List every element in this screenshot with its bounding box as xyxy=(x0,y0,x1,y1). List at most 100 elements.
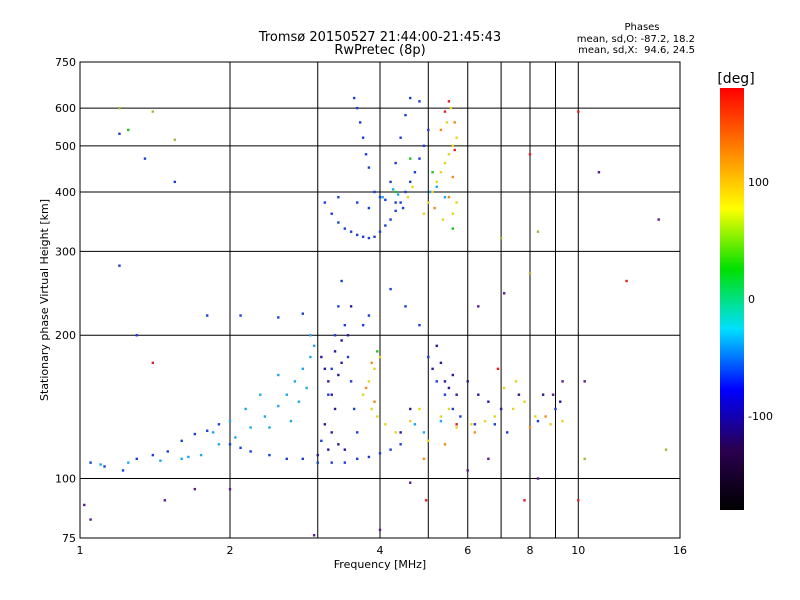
data-point xyxy=(337,373,340,377)
data-point xyxy=(401,206,405,210)
data-point xyxy=(409,407,412,411)
data-point xyxy=(451,373,455,377)
data-point xyxy=(323,201,327,204)
data-point xyxy=(583,380,586,383)
data-point xyxy=(118,106,121,110)
data-point xyxy=(127,461,130,464)
data-point xyxy=(409,419,412,423)
data-point xyxy=(451,407,455,411)
data-point xyxy=(459,415,462,418)
data-point xyxy=(355,457,359,461)
data-point xyxy=(394,431,397,434)
grid-lines xyxy=(79,61,681,539)
data-point xyxy=(285,393,288,396)
data-point xyxy=(433,206,436,210)
data-point xyxy=(340,279,343,283)
data-point xyxy=(559,400,562,403)
data-point xyxy=(301,312,305,315)
data-point xyxy=(239,446,242,450)
data-point xyxy=(135,334,138,337)
data-point xyxy=(376,415,379,418)
data-point xyxy=(346,355,350,359)
data-point xyxy=(445,121,449,124)
x-tick-label: 6 xyxy=(464,544,471,557)
data-point xyxy=(411,185,414,189)
data-point xyxy=(394,201,397,204)
data-point xyxy=(89,518,92,521)
data-point xyxy=(536,477,540,480)
data-point xyxy=(577,110,580,113)
data-point xyxy=(435,380,438,383)
data-point xyxy=(502,292,506,295)
data-point xyxy=(418,407,421,411)
data-point xyxy=(534,415,537,418)
data-point xyxy=(316,453,319,457)
data-point xyxy=(447,195,451,199)
data-point xyxy=(301,457,305,461)
data-point xyxy=(549,423,552,426)
data-point xyxy=(511,407,515,411)
data-point xyxy=(217,423,221,426)
data-point xyxy=(384,423,387,426)
data-point xyxy=(285,457,288,461)
data-point xyxy=(473,431,477,434)
x-tick-label: 10 xyxy=(571,544,585,557)
data-point xyxy=(431,171,434,174)
data-point xyxy=(431,190,434,194)
data-point xyxy=(439,415,443,418)
data-point xyxy=(523,499,526,502)
data-point xyxy=(323,423,327,426)
data-point xyxy=(327,393,330,396)
data-point xyxy=(143,157,147,160)
data-point xyxy=(127,128,130,132)
data-point xyxy=(431,367,434,371)
data-point xyxy=(330,212,333,215)
data-point xyxy=(443,380,447,383)
data-point xyxy=(211,431,215,434)
data-point xyxy=(483,419,487,423)
data-point xyxy=(443,161,447,165)
data-point xyxy=(217,443,221,446)
data-point xyxy=(394,161,397,165)
y-tick-label: 200 xyxy=(55,329,76,342)
x-tick-label: 4 xyxy=(377,544,384,557)
data-point xyxy=(259,393,262,396)
data-point xyxy=(523,400,526,403)
data-point xyxy=(378,355,382,359)
data-point xyxy=(399,136,402,139)
data-point xyxy=(657,218,660,221)
data-point xyxy=(577,499,580,502)
data-point xyxy=(268,426,271,429)
data-point xyxy=(378,195,382,199)
data-point xyxy=(528,426,532,429)
data-point xyxy=(277,373,280,377)
data-point xyxy=(361,393,365,396)
data-point xyxy=(118,264,121,267)
data-point xyxy=(536,419,540,423)
data-point xyxy=(499,407,503,411)
data-point xyxy=(166,450,169,453)
data-point xyxy=(443,110,447,113)
data-point xyxy=(205,429,209,432)
phases-info-x: mean, sd,X: 94.6, 24.5 xyxy=(578,45,695,56)
data-point xyxy=(477,305,480,308)
y-tick-label: 400 xyxy=(55,186,76,199)
y-tick-label: 75 xyxy=(62,532,76,545)
data-point xyxy=(427,439,430,443)
data-point xyxy=(361,323,365,327)
data-point xyxy=(301,367,305,371)
data-point xyxy=(422,431,426,434)
data-point xyxy=(340,339,343,342)
data-point xyxy=(343,461,347,464)
data-point xyxy=(447,407,451,411)
data-point xyxy=(349,230,353,233)
data-point xyxy=(439,128,443,132)
data-point xyxy=(561,419,564,423)
data-point xyxy=(135,457,138,461)
data-point xyxy=(528,272,532,275)
data-point xyxy=(268,453,271,457)
data-point xyxy=(367,455,371,459)
data-point xyxy=(309,334,312,337)
data-point xyxy=(418,100,421,103)
data-point xyxy=(404,190,407,194)
